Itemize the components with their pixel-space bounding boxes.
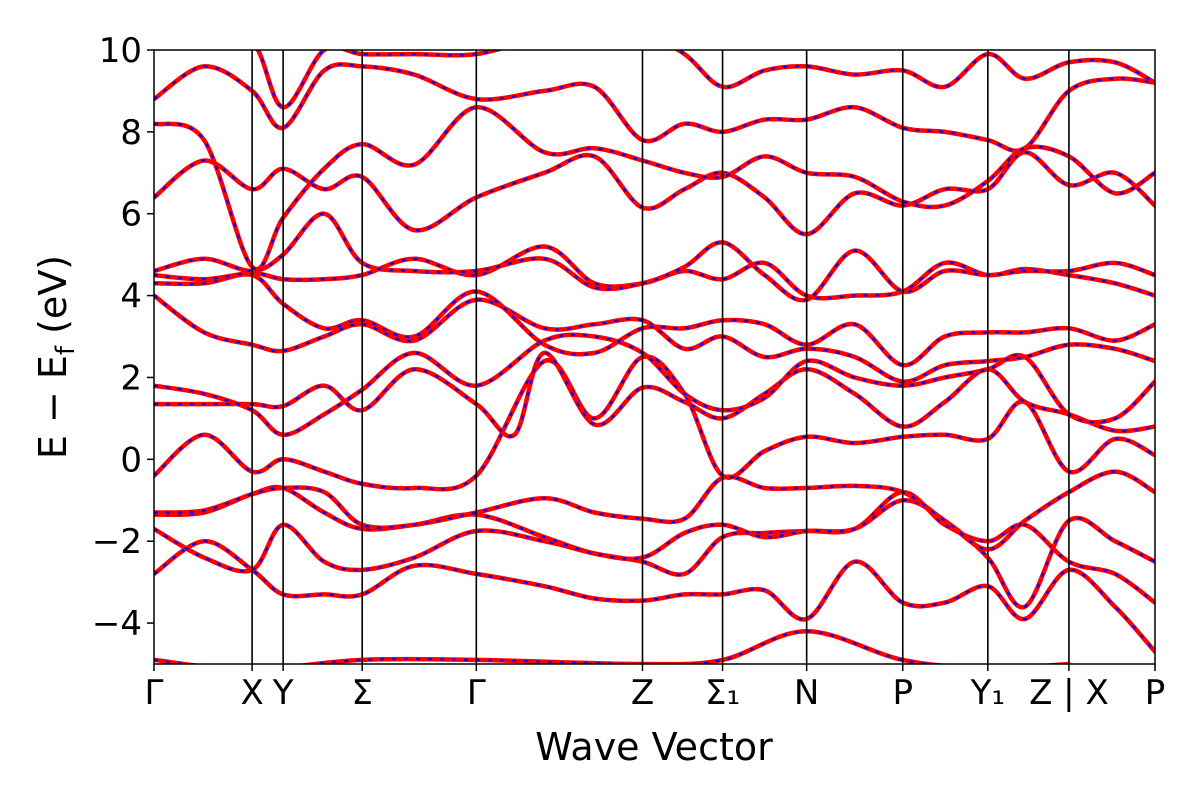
x-tick-label-9: Y₁ (970, 673, 1005, 713)
band-11-blue (154, 212, 1155, 302)
band-5-red (154, 354, 1155, 492)
y-tick-label-5: 6 (120, 195, 142, 235)
band-0-blue (154, 630, 1069, 664)
band-8-red (154, 293, 1155, 384)
band-2-red (154, 489, 1155, 605)
x-tick-label-1: X (240, 673, 263, 713)
band-3-red (154, 484, 1155, 610)
band-1-red (154, 538, 1155, 654)
plot-frame (153, 49, 1156, 665)
y-axis-title-unit: (eV) (31, 255, 75, 346)
x-tick-label-8: P (892, 673, 913, 713)
x-tick-label-11: P (1145, 673, 1166, 713)
x-tick-label-7: N (794, 673, 819, 713)
band-15-blue (256, 50, 1155, 109)
band-4-blue (154, 470, 1155, 551)
x-tick-label-0: Γ (145, 673, 164, 713)
band-9-blue (154, 273, 1155, 367)
high-symmetry-lines (251, 50, 1070, 664)
x-axis-title: Wave Vector (535, 725, 773, 769)
y-tick-label-1: −2 (92, 522, 142, 562)
y-tick-label-0: −4 (92, 604, 142, 644)
y-axis-title-sub: f (51, 345, 81, 355)
x-tick-label-2: Y (272, 673, 294, 713)
x-tick-label-6: Σ₁ (705, 673, 740, 713)
x-axis-ticks: Γ X Y Σ Γ Z Σ₁ N P Y₁ Z | X P (145, 664, 1166, 713)
y-axis-title-main: E − E (31, 355, 75, 459)
y-tick-label-6: 8 (120, 113, 142, 153)
band-13-red (154, 105, 1155, 272)
y-tick-label-4: 4 (120, 277, 142, 317)
bands-layer (154, 50, 1155, 664)
band-12-blue (154, 151, 1155, 236)
band-5-blue (154, 355, 1155, 491)
band-8-blue (154, 294, 1155, 383)
band-11-red (154, 211, 1155, 303)
band-1-blue (154, 540, 1155, 653)
x-tick-label-4: Γ (467, 673, 486, 713)
band-0-red (154, 629, 1072, 664)
y-tick-label-7: 10 (99, 31, 142, 71)
y-tick-label-3: 2 (120, 358, 142, 398)
band-7-blue (154, 333, 1155, 436)
x-tick-label-5: Z (631, 673, 654, 713)
x-tick-label-3: Σ (351, 673, 372, 713)
y-tick-label-2: 0 (120, 440, 142, 480)
y-axis-title: E − Ef (eV) (31, 255, 81, 459)
y-axis-ticks: −4 −2 0 2 4 6 8 10 (92, 31, 154, 644)
x-tick-label-10: Z | X (1029, 673, 1109, 713)
band-14-blue (154, 63, 1155, 152)
